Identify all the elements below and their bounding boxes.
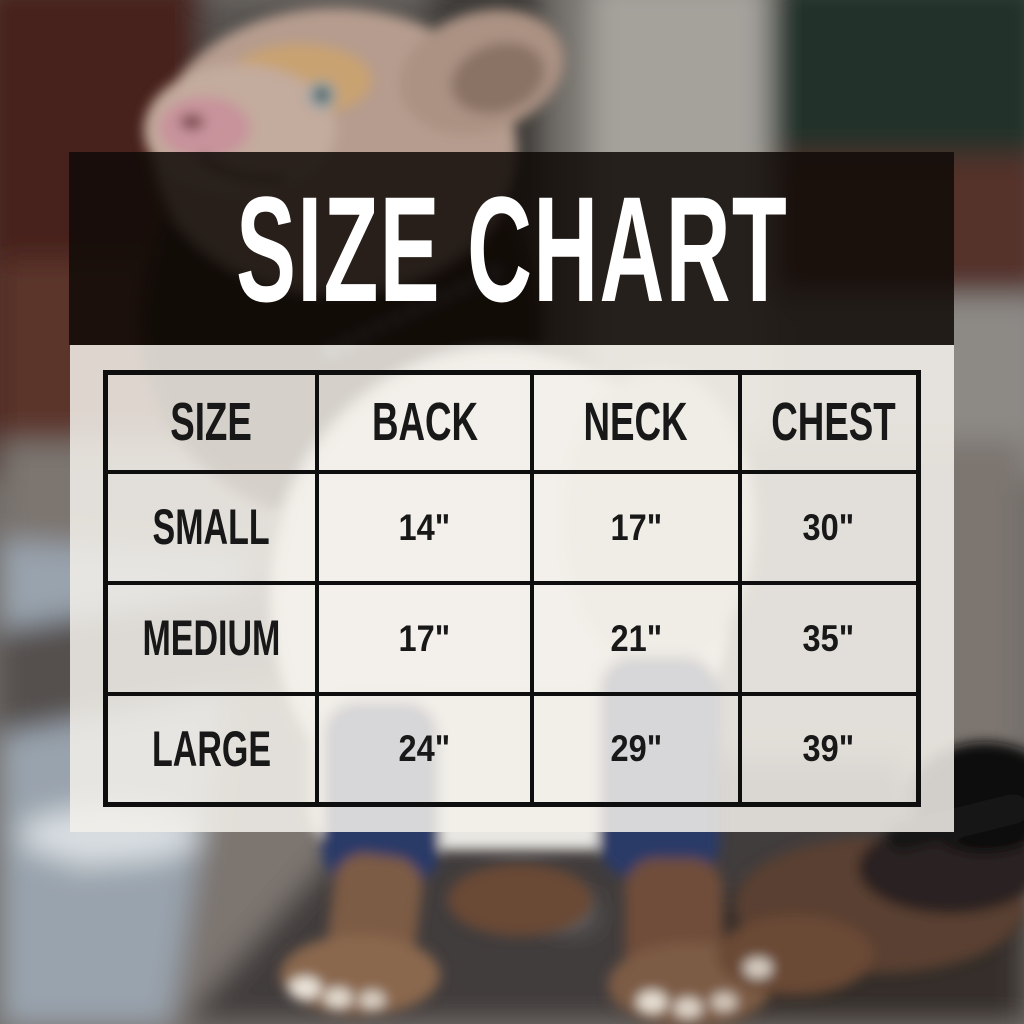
column-header-label: CHEST	[770, 392, 896, 453]
table-row-medium: MEDIUM 17" 21" 35"	[103, 580, 921, 696]
back-measurement: 14"	[398, 506, 451, 548]
neck-measurement: 29"	[610, 728, 662, 770]
column-header-back: BACK	[314, 370, 535, 474]
page-title: SIZE CHART	[235, 164, 788, 333]
size-label: MEDIUM	[142, 610, 281, 666]
column-header-neck: NECK	[530, 370, 742, 474]
column-header-size: SIZE	[103, 370, 319, 474]
size-label: LARGE	[151, 720, 271, 777]
column-header-label: SIZE	[170, 392, 253, 453]
nose	[158, 97, 250, 159]
back-measurement: 17"	[398, 617, 451, 659]
table-row-large: LARGE 24" 29" 39"	[103, 691, 921, 807]
size-table-panel: SIZE BACK NECK CHEST SMALL 14" 17" 30" M…	[70, 345, 954, 832]
neck-measurement: 17"	[610, 506, 662, 548]
column-header-label: NECK	[583, 392, 688, 453]
chest-measurement: 35"	[802, 617, 855, 659]
size-table: SIZE BACK NECK CHEST SMALL 14" 17" 30" M…	[103, 370, 921, 807]
chest-measurement: 30"	[802, 506, 855, 548]
column-header-label: BACK	[371, 392, 478, 453]
neck-measurement: 21"	[610, 617, 662, 659]
table-header-row: SIZE BACK NECK CHEST	[103, 370, 921, 474]
table-row-small: SMALL 14" 17" 30"	[103, 469, 921, 585]
column-header-chest: CHEST	[737, 370, 921, 474]
size-label: SMALL	[152, 499, 270, 555]
title-banner: SIZE CHART	[69, 152, 954, 345]
back-measurement: 24"	[398, 728, 451, 770]
chest-measurement: 39"	[802, 728, 855, 770]
